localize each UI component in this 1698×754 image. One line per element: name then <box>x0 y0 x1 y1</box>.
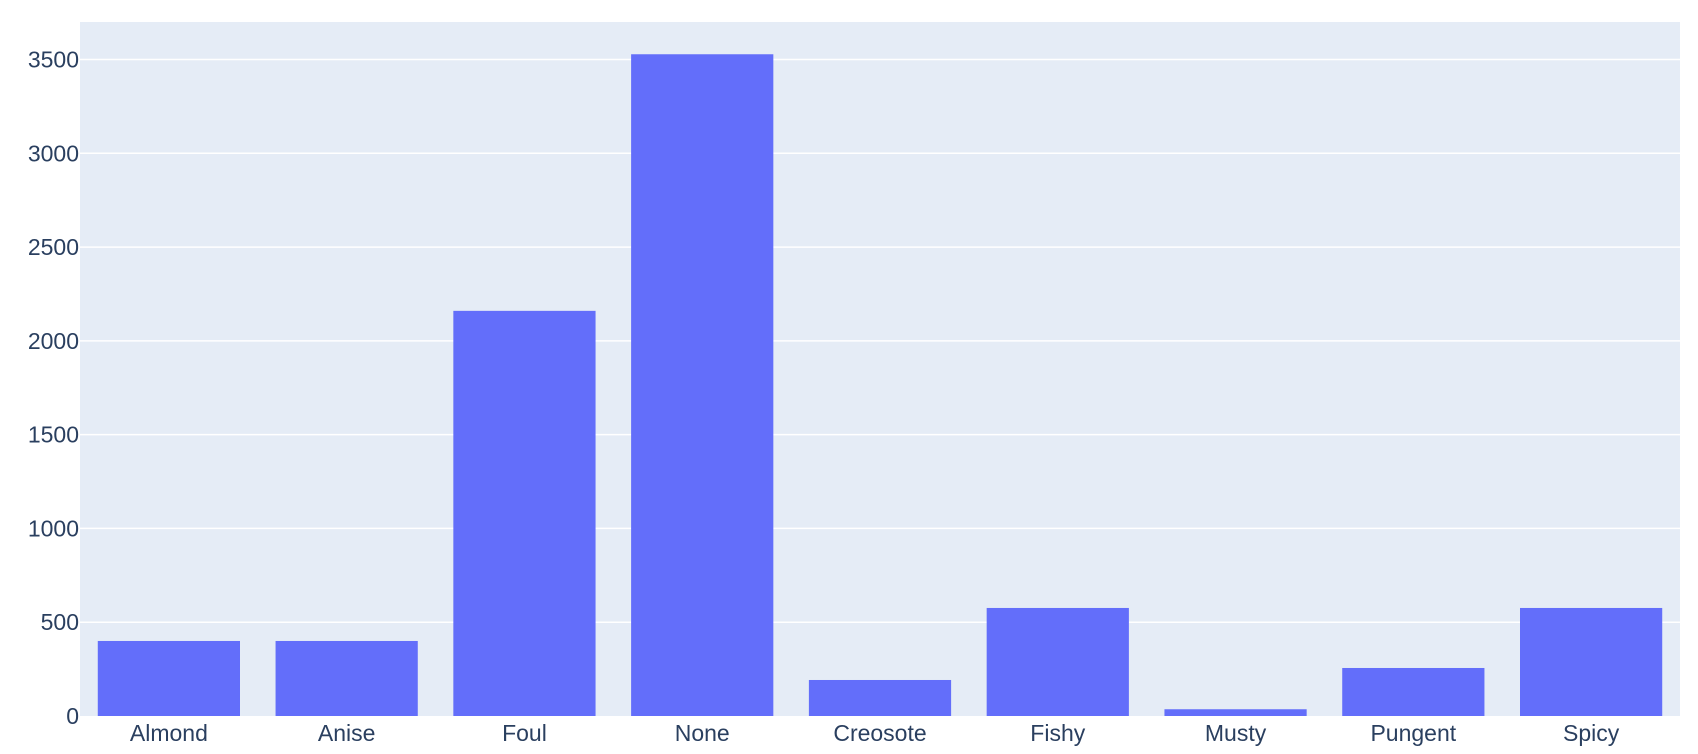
bar-spicy <box>1520 607 1663 716</box>
bar-none <box>631 54 774 717</box>
x-tick-label-almond: Almond <box>130 720 208 746</box>
y-tick-label: 500 <box>41 609 79 635</box>
y-tick-label: 2500 <box>28 234 79 260</box>
plot-area <box>80 22 1680 716</box>
bars <box>97 54 1663 717</box>
bar-almond <box>97 640 241 716</box>
x-tick-label-foul: Foul <box>502 720 547 746</box>
bar-anise <box>275 640 418 716</box>
x-tick-label-pungent: Pungent <box>1370 720 1456 746</box>
bar-creosote <box>808 679 952 716</box>
y-tick-label: 3500 <box>28 47 79 73</box>
bar-foul <box>453 310 596 716</box>
y-tick-label: 2000 <box>28 328 79 354</box>
bar-pungent <box>1342 667 1485 716</box>
y-gridlines <box>80 58 1680 623</box>
y-tick-label: 3000 <box>28 140 79 166</box>
y-tick-label: 1000 <box>28 515 79 541</box>
x-tick-label-anise: Anise <box>318 720 376 746</box>
y-axis-ticks: 0 500 1000 1500 2000 2500 3000 3500 <box>28 47 79 729</box>
y-tick-label: 1500 <box>28 422 79 448</box>
x-tick-label-musty: Musty <box>1205 720 1267 746</box>
x-tick-label-none: None <box>675 720 730 746</box>
bar-fishy <box>986 607 1129 716</box>
x-tick-label-spicy: Spicy <box>1563 720 1620 746</box>
y-tick-label: 0 <box>66 703 79 729</box>
x-axis-ticks: Almond Anise Foul None Creosote Fishy Musty Pun… <box>130 720 1620 746</box>
x-tick-label-fishy: Fishy <box>1030 720 1085 746</box>
bar-musty <box>1164 709 1307 716</box>
x-tick-label-creosote: Creosote <box>833 720 926 746</box>
